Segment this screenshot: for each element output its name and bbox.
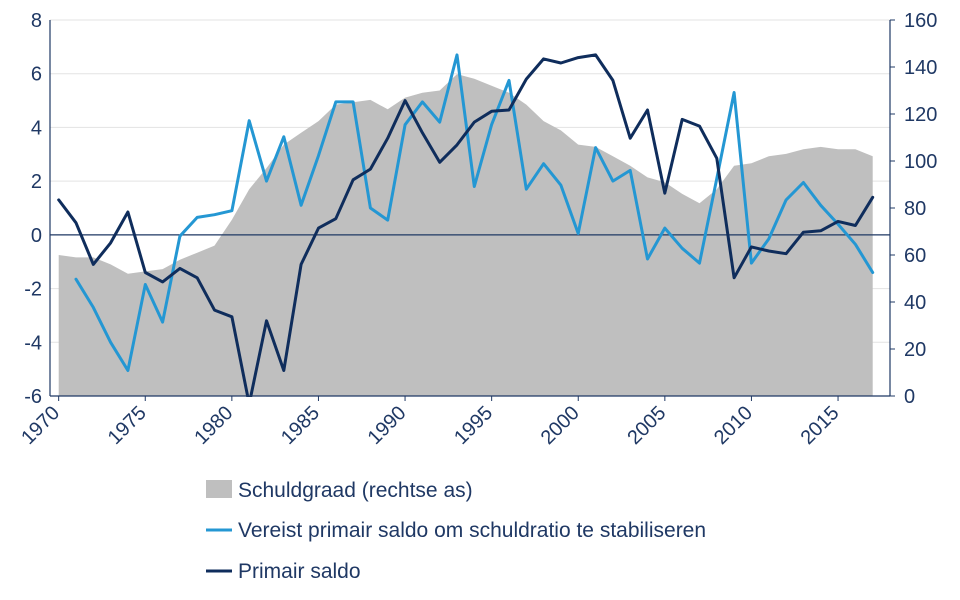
left-tick-label: 8 xyxy=(31,10,42,32)
x-tick-label: 2015 xyxy=(797,402,844,449)
right-tick-label: 60 xyxy=(904,245,926,267)
series-lines xyxy=(57,53,875,397)
left-tick-label: 6 xyxy=(31,64,42,86)
right-tick-label: 20 xyxy=(904,339,926,361)
x-tick-label: 2005 xyxy=(623,402,670,449)
x-tick-label: 1985 xyxy=(277,402,324,449)
legend-label: Primair saldo xyxy=(238,560,361,583)
left-tick-label: 4 xyxy=(31,117,42,139)
legend: Schuldgraad (rechtse as) Vereist primair … xyxy=(206,479,706,583)
left-tick-label: 2 xyxy=(31,171,42,193)
left-tick-label: -4 xyxy=(24,332,42,354)
left-tick-label: 0 xyxy=(31,225,42,247)
right-tick-label: 40 xyxy=(904,292,926,314)
x-tick-label: 2000 xyxy=(537,402,584,449)
right-axis-ticks: 0 20 40 60 80 100 120 140 160 xyxy=(890,10,937,408)
legend-swatch-area xyxy=(206,480,232,498)
x-tick-label: 1975 xyxy=(104,402,151,449)
legend-label: Vereist primair saldo om schuldratio te … xyxy=(238,519,706,542)
legend-label: Schuldgraad (rechtse as) xyxy=(238,479,473,502)
x-tick-label: 1990 xyxy=(364,402,411,449)
left-axis-ticks: -6 -4 -2 0 2 4 6 8 xyxy=(24,10,42,408)
right-tick-label: 0 xyxy=(904,386,915,408)
left-tick-label: -6 xyxy=(24,386,42,408)
series-line-0 xyxy=(74,53,875,372)
right-tick-label: 100 xyxy=(904,151,937,173)
right-tick-label: 160 xyxy=(904,10,937,32)
right-tick-label: 140 xyxy=(904,57,937,79)
x-tick-label: 2010 xyxy=(710,402,757,449)
x-tick-label: 1980 xyxy=(190,402,237,449)
series-line-1 xyxy=(57,53,875,397)
right-tick-label: 120 xyxy=(904,104,937,126)
right-tick-label: 80 xyxy=(904,198,926,220)
x-tick-label: 1970 xyxy=(17,402,64,449)
left-tick-label: -2 xyxy=(24,279,42,301)
x-axis-ticks: 1970 1975 1980 1985 1990 1995 2000 2005 2010 2015 xyxy=(17,396,844,449)
x-tick-label: 1995 xyxy=(450,402,497,449)
